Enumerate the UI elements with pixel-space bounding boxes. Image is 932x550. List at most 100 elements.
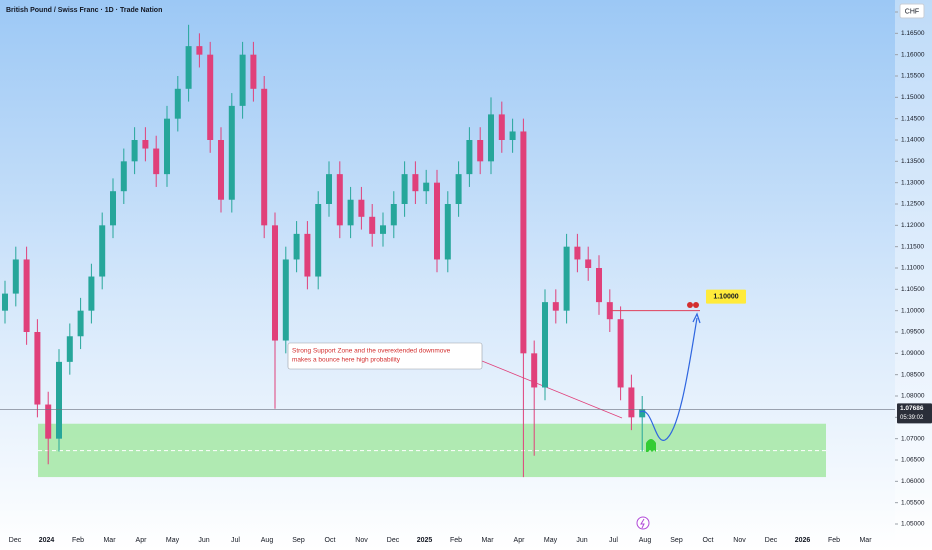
- y-tick-label: 1.12000: [901, 222, 925, 229]
- x-tick-label: Feb: [828, 537, 840, 544]
- ghost-icon: [646, 439, 656, 452]
- candle-body: [66, 336, 73, 362]
- projection-curve: [639, 317, 698, 441]
- x-tick-label: 2024: [39, 537, 55, 544]
- target-label: 1.10000: [713, 294, 738, 301]
- candle-body: [88, 276, 95, 311]
- candle-body: [153, 148, 160, 175]
- candle-body: [423, 182, 430, 192]
- countdown: 05:39:02: [900, 415, 924, 421]
- candle-body: [304, 233, 311, 277]
- y-tick-label: 1.07000: [901, 435, 925, 442]
- y-tick-label: 1.09500: [901, 329, 925, 336]
- candle-body: [250, 54, 257, 89]
- candle-body: [412, 174, 419, 192]
- candle-body: [56, 361, 62, 439]
- candle-body: [585, 259, 592, 268]
- y-tick-label: 1.10000: [901, 307, 925, 314]
- candle-body: [596, 268, 602, 303]
- candle-body: [207, 54, 214, 140]
- x-tick-label: May: [544, 537, 558, 544]
- annotation-box: [287, 342, 483, 370]
- candle-body: [542, 302, 548, 388]
- x-tick-label: Mar: [103, 537, 116, 544]
- y-tick-label: 1.16500: [901, 30, 925, 37]
- candle-body: [239, 54, 246, 106]
- x-tick-label: Oct: [703, 537, 714, 544]
- annotation-text: Strong Support Zone and the overextended…: [292, 348, 451, 355]
- x-tick-label: Mar: [481, 537, 494, 544]
- candle-body: [2, 293, 8, 311]
- x-tick-label: Nov: [355, 537, 368, 544]
- candle-body: [142, 140, 149, 149]
- x-tick-label: 2025: [417, 537, 433, 544]
- candle-body: [110, 191, 116, 226]
- event-bolt: [640, 518, 645, 529]
- candle-body: [369, 216, 376, 234]
- x-tick-label: Oct: [325, 537, 336, 544]
- currency: CHF: [905, 8, 919, 15]
- candle-body: [455, 174, 462, 204]
- candle-body: [99, 225, 106, 277]
- cherry-icon: [693, 302, 699, 308]
- candle-body: [34, 332, 41, 405]
- x-tick-label: Jun: [198, 537, 209, 544]
- y-tick-label: 1.13000: [901, 179, 925, 186]
- candle-body: [380, 225, 386, 234]
- y-tick-label: 1.16000: [901, 51, 925, 58]
- candle-body: [315, 204, 322, 277]
- candle-body: [293, 233, 300, 260]
- x-tick-label: Mar: [859, 537, 872, 544]
- y-tick-label: 1.05000: [901, 521, 925, 528]
- y-tick-label: 1.06500: [901, 457, 925, 464]
- candle-body: [617, 319, 624, 388]
- candle-body: [552, 302, 559, 311]
- candle-body: [639, 409, 646, 418]
- y-tick-label: 1.11500: [901, 243, 924, 250]
- y-tick-label: 1.08500: [901, 371, 925, 378]
- cherry-icon: [687, 302, 693, 308]
- candle-body: [120, 161, 127, 192]
- candle-body: [12, 259, 19, 294]
- x-tick-label: Sep: [292, 537, 305, 544]
- y-tick-label: 1.15000: [901, 94, 925, 101]
- candle-body: [77, 310, 84, 337]
- x-tick-label: Jul: [231, 537, 240, 544]
- x-tick-label: May: [166, 537, 180, 544]
- x-tick-label: Apr: [136, 537, 148, 544]
- candle-body: [434, 182, 440, 260]
- y-tick-label: 1.06000: [901, 478, 925, 485]
- candle-body: [444, 204, 451, 260]
- y-tick-label: 1.15500: [901, 73, 925, 80]
- x-tick-label: Nov: [733, 537, 746, 544]
- x-tick-label: Feb: [72, 537, 84, 544]
- projection-arrow: [692, 312, 701, 324]
- x-tick-label: Dec: [387, 537, 400, 544]
- last-price-label: 1.07686: [900, 405, 924, 412]
- candle-body: [347, 199, 354, 226]
- event-icon: [636, 516, 650, 530]
- candle-body: [282, 259, 289, 341]
- price-axis: [895, 0, 932, 550]
- x-tick-label: Aug: [639, 537, 652, 544]
- candle-body: [272, 225, 278, 341]
- y-tick-label: 1.12500: [901, 201, 925, 208]
- candle-body: [228, 105, 235, 200]
- candle-body: [606, 302, 613, 320]
- candle-body: [401, 174, 408, 204]
- y-tick-label: 1.08000: [901, 393, 925, 400]
- x-tick-label: 2026: [795, 537, 811, 544]
- y-tick-label: 1.13500: [901, 158, 925, 165]
- annotation-text: makes a bounce here high probability: [292, 357, 401, 364]
- target-box: [706, 289, 746, 304]
- candle-body: [131, 140, 138, 162]
- x-tick-label: Dec: [765, 537, 778, 544]
- candle-body: [531, 353, 538, 388]
- y-tick-label: 1.09000: [901, 350, 925, 357]
- y-tick-label: 1.14000: [901, 137, 925, 144]
- x-tick-label: Aug: [261, 537, 274, 544]
- candle-body: [563, 246, 570, 311]
- x-tick-label: Jun: [576, 537, 587, 544]
- y-tick-label: 1.05500: [901, 499, 925, 506]
